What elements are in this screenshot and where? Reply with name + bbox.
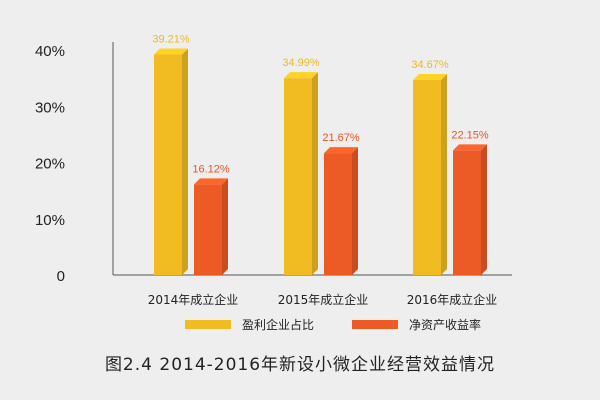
bar	[324, 147, 358, 275]
chart-bars	[154, 48, 487, 276]
y-tick-label: 30%	[35, 99, 65, 116]
bar-top	[324, 147, 358, 154]
bar-top	[194, 178, 228, 185]
bar-top	[413, 73, 447, 80]
bar-front	[324, 153, 352, 275]
bar	[194, 178, 228, 275]
data-label: 39.21%	[152, 33, 190, 45]
bar-side	[481, 144, 487, 275]
x-tick-label: 2014年成立企业	[148, 292, 239, 307]
figure-caption: 图2.4 2014-2016年新设小微企业经营效益情况	[104, 355, 496, 375]
x-tick-label: 2015年成立企业	[278, 292, 369, 307]
bar-side	[182, 48, 188, 275]
bar-front	[154, 54, 182, 275]
x-tick-label: 2016年成立企业	[407, 292, 498, 307]
bar-top	[453, 144, 487, 151]
bar	[154, 48, 188, 275]
bar-front	[194, 184, 222, 275]
bar	[284, 72, 318, 276]
y-tick-label: 10%	[35, 212, 65, 229]
chart-data-labels: 39.21% 34.99% 34.67% 16.12% 21.67% 22.15%	[152, 33, 489, 175]
bar-side	[312, 72, 318, 276]
bar-front	[453, 150, 481, 275]
bar-front	[413, 79, 441, 275]
legend-label: 盈利企业占比	[242, 317, 314, 332]
bar-side	[222, 178, 228, 275]
data-label: 16.12%	[192, 163, 230, 175]
bar-front	[284, 78, 312, 276]
bar-side	[441, 73, 447, 275]
data-label: 22.15%	[451, 129, 489, 141]
legend-swatch	[352, 320, 398, 329]
chart-legend: 盈利企业占比 净资产收益率	[185, 317, 481, 332]
y-tick-label: 0	[57, 268, 65, 285]
bar	[453, 144, 487, 275]
data-label: 21.67%	[322, 132, 360, 144]
bar-top	[154, 48, 188, 55]
chart-axes: 0 10% 20% 30% 40% 2014年成立企业 2015年成立企业 2016年成立企业	[35, 42, 512, 307]
legend-swatch	[185, 320, 231, 329]
bar	[413, 73, 447, 275]
data-label: 34.67%	[411, 59, 449, 71]
bar-top	[284, 72, 318, 79]
bar-side	[352, 147, 358, 275]
y-tick-label: 40%	[35, 43, 65, 60]
y-tick-label: 20%	[35, 156, 65, 173]
legend-label: 净资产收益率	[409, 317, 481, 332]
data-label: 34.99%	[282, 57, 320, 69]
